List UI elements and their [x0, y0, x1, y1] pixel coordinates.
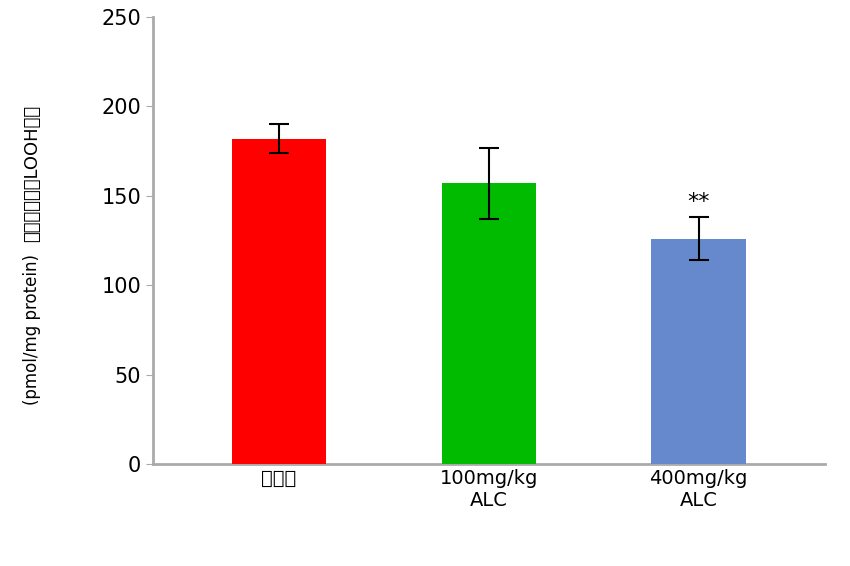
Text: **: **: [688, 192, 710, 212]
Bar: [441, 183, 536, 464]
Text: (pmol/mg protein): (pmol/mg protein): [23, 255, 41, 405]
Bar: [232, 139, 326, 464]
Text: 過酸化脂質（LOOH）量: 過酸化脂質（LOOH）量: [23, 105, 41, 242]
Bar: [651, 239, 745, 464]
